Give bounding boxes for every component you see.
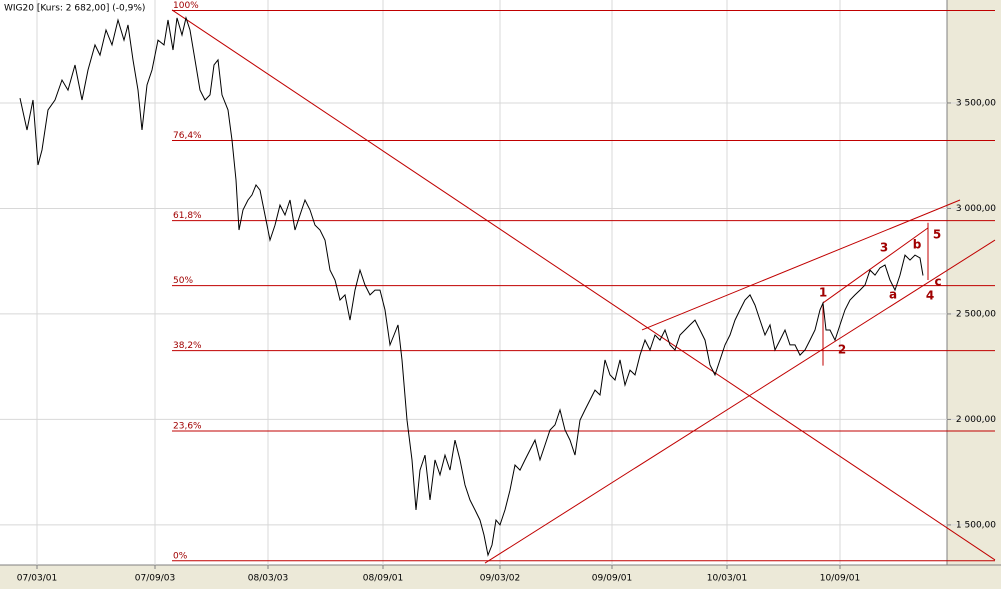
x-tick-label: 09/03/02	[480, 574, 520, 584]
fib-label: 38,2%	[173, 341, 202, 351]
fib-label: 23,6%	[173, 422, 202, 432]
wave-label: c	[934, 275, 941, 289]
wave-label: b	[913, 237, 922, 251]
y-tick-label: 2 000,00	[956, 415, 996, 425]
wave-label: a	[889, 287, 897, 301]
y-tick-label: 3 000,00	[956, 204, 996, 214]
x-tick-label: 07/09/03	[135, 574, 175, 584]
x-tick-label: 08/09/01	[363, 574, 403, 584]
chart-title: WIG20 [Kurs: 2 682,00] (-0,9%)	[4, 4, 145, 14]
fib-label: 100%	[173, 1, 199, 11]
x-tick-label: 07/03/01	[17, 574, 57, 584]
trendline	[822, 227, 929, 304]
wave-label: 5	[933, 228, 941, 242]
y-tick-label: 1 500,00	[956, 520, 996, 530]
x-tick-label: 10/09/01	[820, 574, 860, 584]
trendline	[641, 199, 961, 331]
x-tick-label: 10/03/01	[707, 574, 747, 584]
fib-label: 76,4%	[173, 131, 202, 141]
trendline	[484, 239, 996, 564]
x-tick-label: 08/03/03	[248, 574, 288, 584]
y-axis-panel	[947, 0, 1001, 589]
wave-label: 1	[819, 286, 827, 300]
wave-label: 2	[838, 343, 846, 357]
wave-label: 4	[926, 289, 934, 303]
fib-label: 0%	[173, 551, 188, 561]
y-tick-label: 2 500,00	[956, 309, 996, 319]
y-tick-label: 3 500,00	[956, 98, 996, 108]
fib-label: 50%	[173, 276, 193, 286]
wave-label: 3	[880, 241, 888, 255]
x-tick-label: 09/09/01	[592, 574, 632, 584]
trendline	[171, 9, 996, 561]
price-line	[19, 16, 924, 557]
fib-label: 61,8%	[173, 211, 202, 221]
